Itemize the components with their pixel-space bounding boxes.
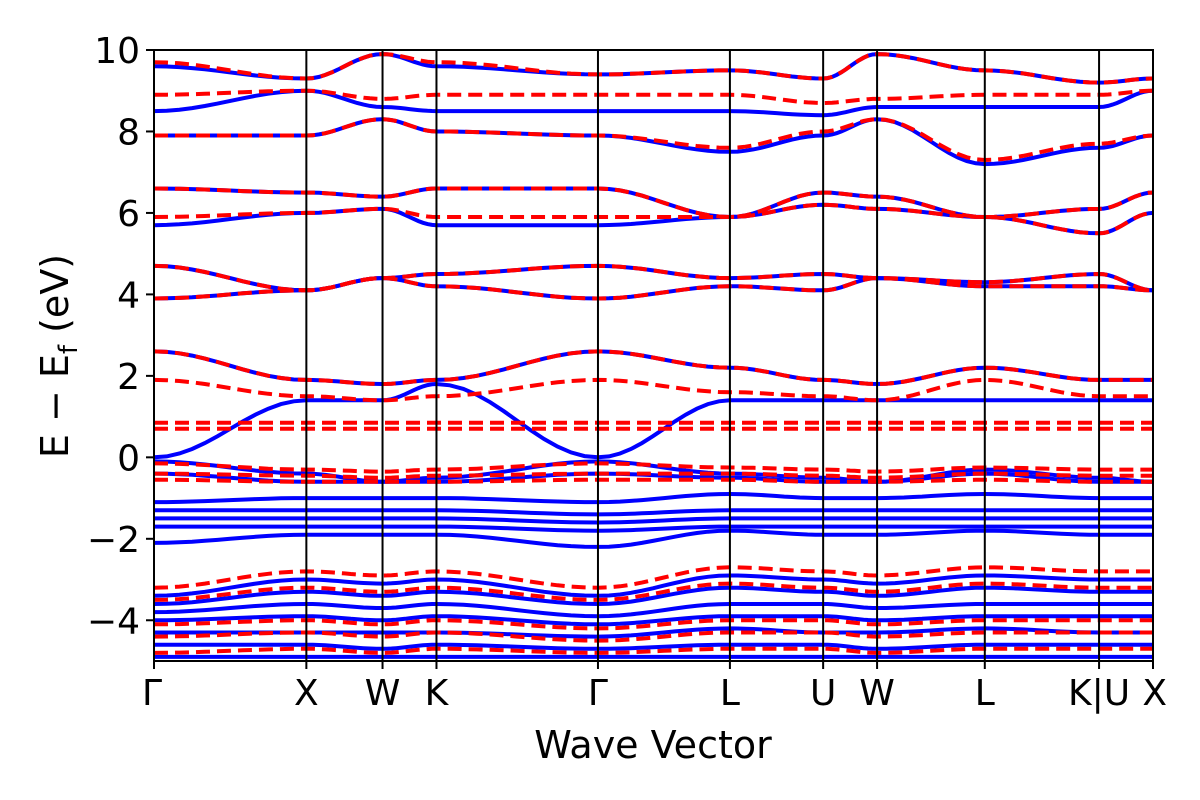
y-tick-label: −4 — [87, 601, 140, 642]
x-axis-title: Wave Vector — [534, 723, 772, 767]
y-axis-ticks: 10 8 6 4 2 0 −2 −4 — [87, 31, 154, 642]
band-line — [154, 117, 1153, 163]
x-tick-label: W — [859, 673, 895, 714]
band-line — [154, 377, 1153, 403]
x-tick-label: X — [1142, 673, 1167, 714]
y-tick-label: 8 — [117, 112, 140, 153]
band-line — [154, 508, 1153, 517]
band-line — [154, 491, 1153, 505]
y-axis-title-main: E − E — [33, 354, 77, 458]
y-tick-label: 2 — [117, 357, 140, 398]
band-line — [154, 202, 1153, 236]
x-tick-label: X — [294, 673, 319, 714]
y-tick-label: 10 — [94, 31, 140, 72]
band-line — [154, 646, 1153, 655]
band-series-1 — [154, 52, 1153, 659]
x-tick-label: W — [365, 673, 401, 714]
band-line — [154, 88, 1153, 106]
x-tick-label: Γ — [142, 673, 162, 714]
plot-frame — [153, 49, 1154, 662]
y-tick-label: −2 — [87, 520, 140, 561]
y-axis-title: E − Ef (eV) — [33, 254, 84, 458]
band-line — [154, 528, 1153, 549]
y-tick-label: 4 — [117, 275, 140, 316]
x-tick-label: K|U — [1068, 673, 1130, 714]
x-tick-label: U — [810, 673, 836, 714]
bands-layer — [154, 52, 1153, 659]
y-tick-label: 6 — [117, 194, 140, 235]
band-line — [154, 52, 1153, 85]
x-tick-label: Γ — [588, 673, 608, 714]
y-tick-label: 0 — [117, 438, 140, 479]
x-tick-label: K — [425, 673, 450, 714]
band-line — [154, 516, 1153, 525]
x-axis-ticks: Γ X W K Γ L U W L K|U X — [142, 661, 1167, 714]
y-axis-title-unit: (eV) — [33, 254, 77, 345]
band-series-2 — [154, 52, 1153, 655]
band-line — [154, 477, 1153, 484]
y-axis-title-subscript: f — [54, 344, 84, 354]
x-tick-label: L — [975, 673, 995, 714]
x-tick-label: L — [720, 673, 740, 714]
k-point-lines — [305, 50, 1101, 661]
